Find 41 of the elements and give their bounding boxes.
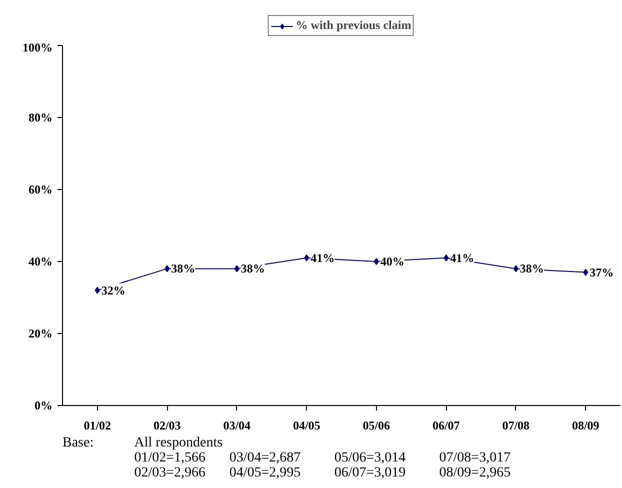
data-label: 32% (101, 283, 126, 298)
point (374, 258, 379, 265)
text: 05/06=3,014 (334, 450, 406, 466)
text: Base: (62, 436, 94, 450)
legend-label: % with previous claim (296, 18, 412, 33)
text: 06/07=3,019 (334, 466, 406, 480)
text: 08/09=2,965 (439, 466, 511, 480)
x-tick-label: 04/05 (292, 418, 320, 432)
x-tick-label: 08/09 (572, 418, 600, 432)
text: 07/08=3,017 (439, 450, 511, 466)
data-label: 38% (171, 262, 196, 276)
x-tick-label: 01/02 (84, 418, 112, 432)
text: All respondents (134, 436, 223, 450)
y-tick-label: 60% (28, 182, 52, 196)
point (583, 268, 588, 276)
point (164, 265, 170, 272)
data-label: 41% (310, 250, 335, 265)
y-tick-label: 0% (34, 398, 52, 412)
point (513, 265, 518, 272)
y-tick-label: 80% (28, 110, 52, 124)
point (94, 286, 100, 294)
x-tick-label: 05/06 (362, 418, 390, 432)
data-label: 37% (590, 265, 614, 280)
x-tick-label: 07/08 (502, 418, 530, 432)
data-label: 40% (380, 254, 404, 268)
point (234, 265, 240, 272)
data-label: 38% (520, 262, 544, 276)
y-tick-label: 100% (22, 40, 52, 54)
data-label: 38% (240, 262, 265, 276)
y-tick-label: 20% (28, 326, 52, 340)
data-label: 41% (450, 250, 474, 265)
text: 03/04=2,687 (229, 450, 301, 466)
x-tick-label: 03/04 (223, 418, 251, 432)
y-tick-label: 40% (28, 254, 52, 268)
x-tick-label: 02/03 (153, 418, 181, 432)
x-tick-label: 06/07 (432, 418, 460, 432)
text: 01/02=1,566 (134, 450, 206, 466)
text: 02/03=2,966 (134, 466, 206, 480)
text: 04/05=2,995 (229, 466, 301, 480)
point (304, 254, 310, 262)
point (444, 254, 449, 262)
